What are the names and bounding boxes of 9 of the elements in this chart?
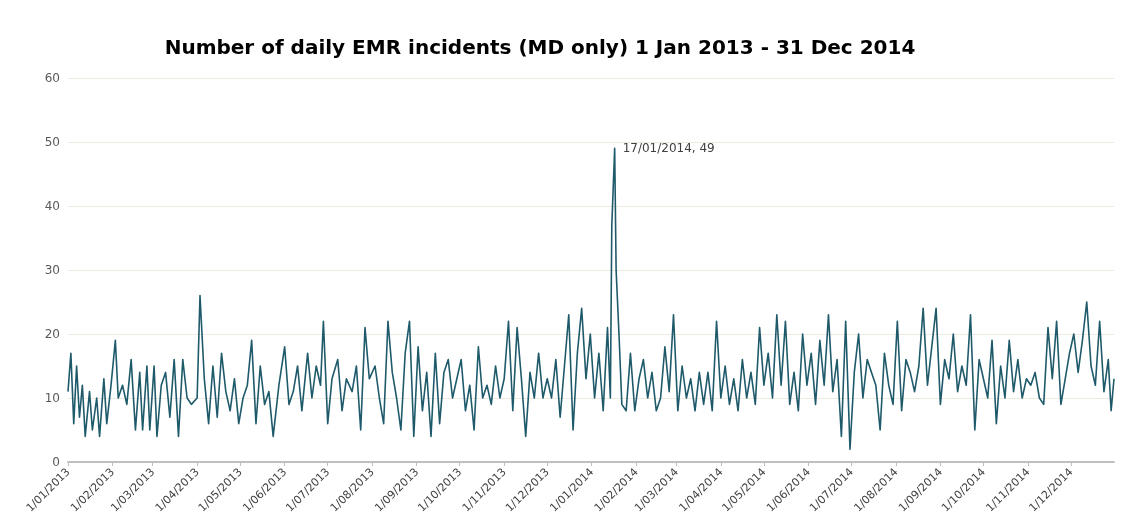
y-tick-label: 50: [44, 135, 60, 149]
y-tick-label: 40: [44, 199, 60, 213]
y-tick-label: 10: [44, 391, 60, 405]
y-tick-label: 20: [44, 327, 60, 341]
y-tick-label: 0: [52, 455, 60, 469]
y-tick-label: 30: [44, 263, 60, 277]
annotation: 17/01/2014, 49: [622, 141, 715, 156]
y-tick-label: 60: [44, 71, 60, 85]
chart-title: Number of daily EMR incidents (MD only) 1 Jan 2013 - 31 Dec 2014: [164, 35, 916, 59]
